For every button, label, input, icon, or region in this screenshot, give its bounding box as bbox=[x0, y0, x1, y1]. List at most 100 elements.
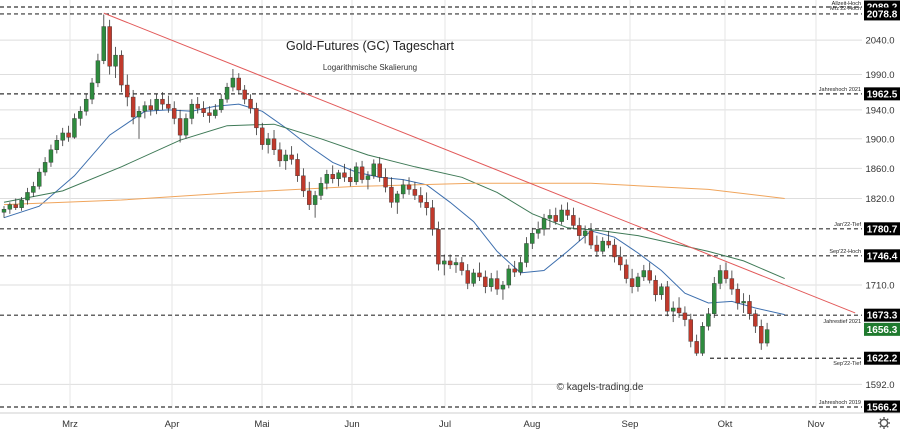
candle-body bbox=[447, 260, 453, 266]
candle-body bbox=[512, 268, 517, 273]
candle-body bbox=[324, 174, 330, 184]
candle-body bbox=[148, 105, 153, 111]
candle-body bbox=[42, 162, 48, 173]
candle-body bbox=[524, 243, 529, 263]
candle-body bbox=[254, 108, 259, 129]
candle-body bbox=[436, 229, 441, 265]
candle-body bbox=[682, 312, 688, 320]
chart-title: Gold-Futures (GC) Tageschart bbox=[286, 39, 454, 53]
y-tick-label: 2040.0 bbox=[865, 36, 894, 47]
candle-body bbox=[289, 154, 294, 160]
x-tick-label: Mrz bbox=[62, 419, 78, 430]
x-tick-label: Jun bbox=[344, 419, 359, 430]
y-tick-label: 1990.0 bbox=[865, 70, 894, 81]
x-tick-label: Apr bbox=[165, 419, 180, 430]
x-tick-label: Okt bbox=[718, 419, 733, 430]
candle-body bbox=[83, 98, 89, 112]
level-price-box bbox=[864, 308, 900, 322]
candle-body bbox=[348, 177, 353, 183]
chart-subtitle: Logarithmische Skalierung bbox=[323, 63, 417, 72]
level-note: Sep'22-Tief bbox=[833, 361, 861, 367]
last-price-box bbox=[864, 322, 900, 336]
candle-body bbox=[330, 174, 335, 180]
candle-body bbox=[600, 240, 605, 252]
candle-body bbox=[224, 86, 230, 100]
x-tick-label: Sep bbox=[622, 419, 639, 430]
candle-body bbox=[166, 103, 171, 109]
candle-body bbox=[483, 276, 488, 287]
candle-body bbox=[48, 149, 54, 163]
price-axis: 2040.0 1990.0 1940.0 1900.0 1860.0 1820.0 1710… bbox=[865, 36, 894, 391]
moving-average-line bbox=[3, 182, 785, 206]
candle-body bbox=[101, 26, 106, 61]
candle-body bbox=[406, 184, 412, 190]
candle-body bbox=[535, 229, 541, 234]
candle-body bbox=[236, 77, 242, 91]
candle-body bbox=[618, 256, 623, 266]
candle-body bbox=[113, 54, 118, 67]
candle-body bbox=[242, 89, 247, 100]
candle-body bbox=[389, 186, 394, 203]
candle-body bbox=[723, 270, 729, 279]
candle-body bbox=[500, 284, 506, 290]
candle-body bbox=[506, 268, 512, 286]
level-price-label: 1566.2 bbox=[867, 403, 898, 414]
horizontal-levels: Allzeit-Hoch2089.2Mrz'22-Hoch2078.8Jahre… bbox=[0, 0, 900, 414]
candle-body bbox=[271, 138, 277, 150]
level-price-box bbox=[864, 7, 900, 21]
candle-body bbox=[465, 270, 470, 284]
candle-body bbox=[136, 111, 142, 118]
candle-body bbox=[25, 192, 30, 201]
y-tick-label: 1820.0 bbox=[865, 194, 894, 205]
candle-body bbox=[395, 193, 400, 203]
candle-body bbox=[565, 209, 570, 216]
candle-body bbox=[706, 313, 711, 327]
candle-body bbox=[7, 204, 13, 210]
candle-body bbox=[78, 111, 83, 119]
x-tick-label: Nov bbox=[808, 419, 825, 430]
candle-body bbox=[442, 260, 447, 265]
candle-body bbox=[412, 189, 418, 196]
candle-body bbox=[688, 319, 693, 342]
candle-body bbox=[735, 288, 740, 304]
candle-body bbox=[154, 98, 159, 111]
candle-body bbox=[477, 272, 482, 278]
level-price-box bbox=[864, 222, 900, 236]
watermark: © kagels-trading.de bbox=[557, 382, 644, 393]
candle-body bbox=[189, 103, 195, 119]
candle-body bbox=[629, 278, 635, 287]
candle-body bbox=[213, 109, 218, 116]
level-price-label: 1780.7 bbox=[867, 224, 898, 235]
candle-body bbox=[764, 329, 770, 344]
candle-body bbox=[336, 172, 341, 180]
candle-body bbox=[518, 262, 523, 273]
candle-body bbox=[571, 215, 576, 226]
candle-body bbox=[195, 103, 200, 109]
candle-body bbox=[172, 108, 177, 119]
level-note: Jahrestief 2021 bbox=[823, 319, 861, 325]
candle-body bbox=[307, 190, 312, 205]
candle-body bbox=[676, 307, 682, 314]
candle-body bbox=[694, 341, 699, 354]
candle-body bbox=[318, 183, 324, 196]
level-note: Jahreshoch 2021 bbox=[819, 87, 861, 93]
level-price-label: 1962.5 bbox=[867, 89, 898, 100]
candle-body bbox=[201, 108, 206, 113]
candle-body bbox=[547, 215, 553, 219]
last-price-label: 1656.3 bbox=[867, 325, 898, 336]
candle-body bbox=[553, 215, 558, 222]
candle-body bbox=[125, 84, 130, 98]
candle-body bbox=[577, 225, 582, 236]
candle-body bbox=[230, 77, 236, 88]
settings-gear-icon[interactable] bbox=[878, 417, 890, 429]
level-note: Jahreshoch 2019 bbox=[819, 400, 861, 406]
candle-body bbox=[582, 230, 588, 236]
candle-body bbox=[301, 175, 306, 192]
candle-body bbox=[624, 264, 629, 279]
candle-body bbox=[635, 276, 641, 287]
y-tick-label: 1940.0 bbox=[865, 105, 894, 116]
candle-body bbox=[1, 209, 7, 213]
candle-body bbox=[183, 118, 189, 136]
trendline bbox=[103, 12, 856, 314]
